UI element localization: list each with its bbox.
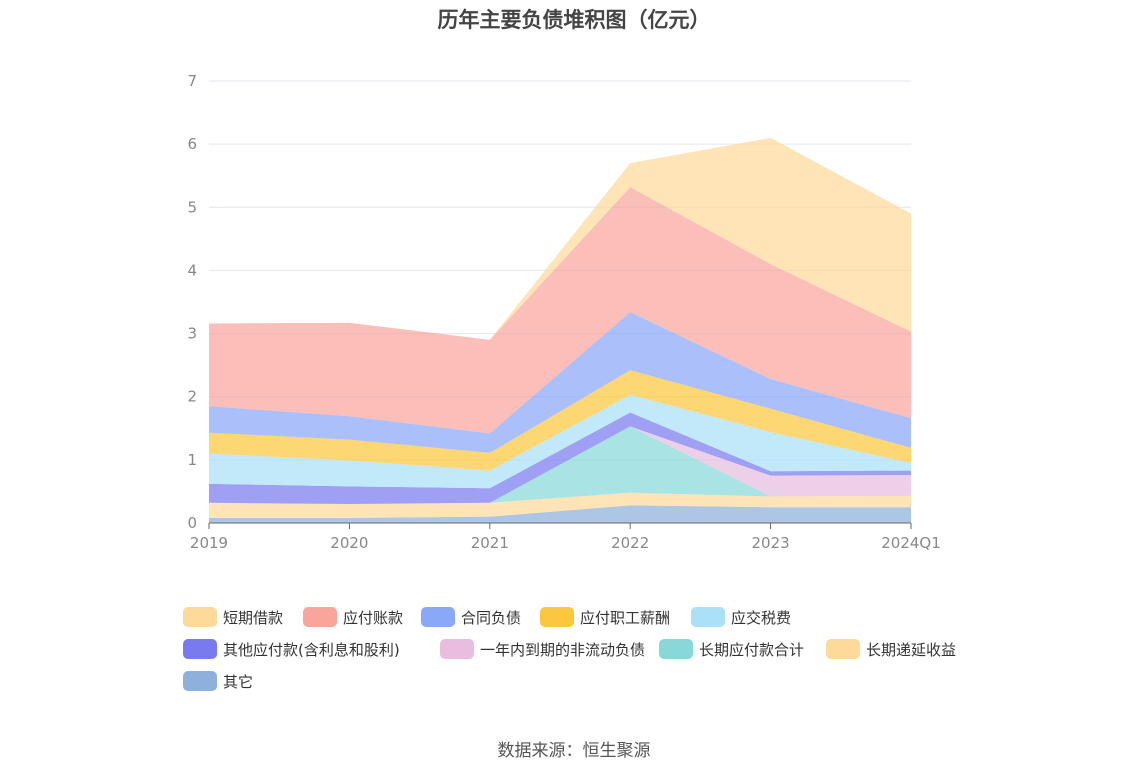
area-series-8	[209, 187, 911, 434]
y-tick-label: 7	[187, 72, 197, 90]
chart-title: 历年主要负债堆积图（亿元）	[437, 8, 711, 32]
x-tick-label: 2024Q1	[881, 534, 941, 552]
area-series	[209, 137, 911, 523]
legend-item[interactable]: 其他应付款(含利息和股利)	[183, 638, 400, 660]
legend-label: 长期应付款合计	[699, 640, 805, 659]
axes: 0 1 2 3 4 5 6 7 2019 2020 2021 2022 2023 2024Q1	[187, 72, 940, 552]
legend-swatch	[183, 607, 217, 627]
legend-item[interactable]: 一年内到期的非流动负债	[440, 638, 645, 660]
y-tick-label: 1	[187, 451, 197, 469]
x-tick-label: 2022	[611, 534, 649, 552]
legend-swatch	[540, 607, 574, 627]
x-tick-label: 2021	[471, 534, 509, 552]
y-tick-label: 0	[187, 514, 197, 532]
area-series-7	[209, 312, 911, 453]
legend-label: 短期借款	[223, 608, 284, 627]
stacked-area-chart: 0 1 2 3 4 5 6 7 2019 2020 2021 2022 2023 2024Q1	[187, 72, 940, 552]
area-series-5	[209, 394, 911, 489]
legend-item[interactable]: 短期借款	[183, 606, 283, 628]
area-series-0	[209, 505, 911, 523]
x-tick-label: 2023	[752, 534, 790, 552]
area-series-6	[209, 370, 911, 471]
source-note: 数据来源：恒生聚源	[497, 741, 651, 761]
area-series-9	[209, 137, 911, 340]
legend-label: 一年内到期的非流动负债	[480, 640, 646, 659]
area-series-1	[209, 492, 911, 518]
legend-label: 合同负债	[461, 608, 522, 627]
x-tick-label: 2019	[190, 534, 228, 552]
legend-item[interactable]: 其它	[183, 670, 253, 692]
legend-label: 应付账款	[343, 608, 404, 627]
legend-item[interactable]: 合同负债	[421, 606, 521, 628]
legend-item[interactable]: 长期递延收益	[826, 638, 956, 660]
legend-item[interactable]: 应付职工薪酬	[540, 606, 670, 628]
legend-label: 其他应付款(含利息和股利)	[223, 640, 400, 659]
legend-swatch	[440, 639, 474, 659]
legend-swatch	[826, 639, 860, 659]
legend-swatch	[183, 671, 217, 691]
y-tick-label: 5	[187, 198, 197, 216]
legend-item[interactable]: 长期应付款合计	[659, 638, 804, 660]
area-series-4	[209, 412, 911, 505]
y-tick-label: 2	[187, 388, 197, 406]
legend-swatch	[691, 607, 725, 627]
legend-item[interactable]: 应付账款	[303, 606, 403, 628]
legend-swatch	[303, 607, 337, 627]
y-tick-label: 6	[187, 135, 197, 153]
legend-label: 长期递延收益	[866, 640, 957, 659]
legend-item[interactable]: 应交税费	[691, 606, 791, 628]
y-tick-label: 4	[187, 261, 197, 279]
legend-label: 其它	[223, 672, 254, 691]
legend-label: 应交税费	[731, 608, 792, 627]
y-tick-label: 3	[187, 325, 197, 343]
area-series-2	[209, 426, 911, 505]
legend-swatch	[421, 607, 455, 627]
legend-swatch	[659, 639, 693, 659]
x-tick-label: 2020	[330, 534, 368, 552]
legend-swatch	[183, 639, 217, 659]
legend-label: 应付职工薪酬	[580, 608, 671, 627]
